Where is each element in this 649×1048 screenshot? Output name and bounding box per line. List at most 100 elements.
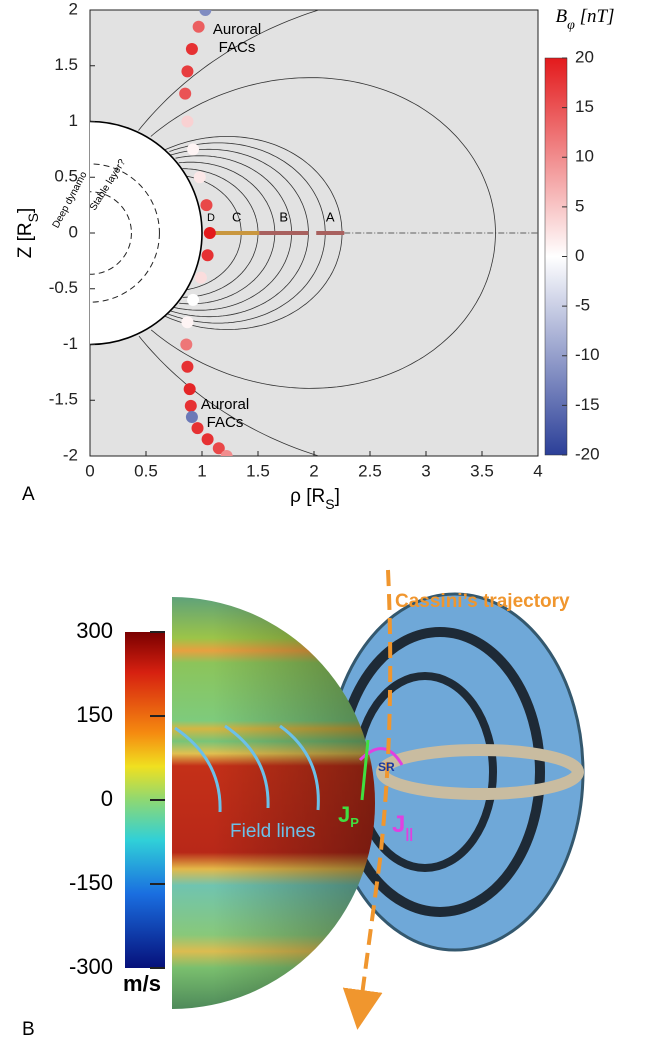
panel-label: A (22, 484, 35, 505)
x-tick-label: 0 (85, 461, 94, 480)
trajectory-point (181, 115, 194, 128)
colorbar-unit: m/s (123, 971, 161, 996)
field-lines (174, 724, 320, 813)
trajectory-point (212, 442, 225, 455)
trajectory (342, 569, 393, 1030)
text-main: B (556, 6, 568, 27)
y-tick-label: -2 (63, 445, 78, 464)
ring-region (259, 231, 309, 235)
region-label: A (326, 209, 335, 224)
y-tick-label: 2 (69, 0, 78, 18)
colorbar-tick-label: 300 (76, 618, 113, 643)
colorbar-tick-label: 0 (101, 786, 113, 811)
y-tick-label: 0.5 (54, 167, 78, 186)
panel-label: B (22, 1019, 35, 1040)
panel-b: 300 150 0 -150 -300 m/s Cassini’s trajectory Fi… (0, 569, 585, 1040)
current-label: JP (338, 802, 359, 830)
text-main: Z [R (15, 222, 36, 258)
current-label: J|| (392, 811, 413, 840)
text-end: ] (335, 486, 340, 507)
text-main: J (392, 811, 405, 838)
trajectory-point (191, 422, 204, 435)
trajectory-point (192, 20, 205, 33)
dynamo-boundary (90, 191, 132, 275)
ring-region (214, 231, 260, 235)
trajectory-point (185, 410, 198, 423)
colorbar-tick-label: -300 (69, 954, 113, 979)
trajectory-point (201, 433, 214, 446)
trajectory-point (181, 360, 194, 373)
trajectory-point (183, 383, 196, 396)
current-loop (358, 747, 404, 766)
text-main: J (338, 802, 350, 827)
colorbar-tick-label: -10 (575, 345, 600, 364)
trajectory-point (201, 249, 214, 262)
region-label: B (279, 209, 288, 224)
trajectory-point (200, 199, 213, 212)
trajectory-point (187, 143, 200, 156)
text-sub: S (325, 496, 334, 512)
y-tick-label: 1 (69, 111, 78, 130)
text-sub: || (405, 825, 413, 841)
text-end: [nT] (575, 6, 615, 27)
trajectory-point (181, 316, 194, 329)
colorbar-title: Bφ [nT] (556, 6, 615, 32)
annotation: Auroral (201, 396, 249, 413)
y-tick-label: 0 (69, 222, 78, 241)
text-sub: P (350, 815, 359, 830)
y-tick-label: -0.5 (49, 278, 78, 297)
x-tick-label: 0.5 (134, 461, 158, 480)
trajectory-point (203, 227, 216, 239)
colorbar-tick-label: -20 (575, 444, 600, 463)
x-tick-label: 3 (421, 461, 430, 480)
current-loop (360, 739, 370, 801)
sr-label: SR (378, 760, 395, 774)
annotation: FACs (207, 414, 244, 431)
x-tick-label: 1.5 (246, 461, 270, 480)
text-main: ρ [R (290, 486, 325, 507)
trajectory-point (184, 399, 197, 412)
trajectory-label: Cassini’s trajectory (395, 591, 570, 612)
y-axis-label: Z [RS] (15, 208, 41, 259)
planet (90, 120, 203, 346)
x-axis-label: ρ [RS] (290, 486, 340, 512)
text-end: ] (15, 208, 36, 213)
x-tick-label: 4 (533, 461, 542, 480)
y-tick-label: 1.5 (54, 55, 78, 74)
colorbar-tick-label: 15 (575, 97, 594, 116)
x-tick-label: 1 (197, 461, 206, 480)
trajectory-point (181, 65, 194, 78)
y-tick-label: -1 (63, 334, 78, 353)
dynamo-boundary (90, 163, 160, 303)
text-sub: φ (567, 18, 575, 33)
annotation: Auroral (213, 21, 261, 38)
text-sub: S (25, 213, 41, 222)
x-tick-label: 2.5 (358, 461, 382, 480)
colorbar-tick-label: 20 (575, 47, 594, 66)
field-lines-label: Field lines (230, 821, 316, 842)
colorbar-tick-label: 5 (575, 196, 584, 215)
colorbar-tick-label: -150 (69, 870, 113, 895)
trajectory-point (220, 450, 233, 456)
trajectory-point (194, 271, 207, 284)
ring-region (316, 231, 345, 235)
y-tick-label: -1.5 (49, 390, 78, 409)
trajectory-point (185, 43, 198, 56)
colorbar-tick-label: -15 (575, 395, 600, 414)
trajectory-point (199, 10, 212, 16)
colorbar-tick-label: -5 (575, 296, 590, 315)
colorbar-tick-label: 10 (575, 147, 594, 166)
trajectory-point (187, 293, 200, 306)
annotation: FACs (219, 39, 256, 56)
region-label: C (232, 209, 241, 224)
trajectory-point (179, 87, 192, 100)
x-tick-label: 2 (309, 461, 318, 480)
region-label: D (207, 212, 215, 224)
colorbar-tick-label: 0 (575, 246, 584, 265)
trajectory-point (180, 338, 193, 351)
ring-plane (376, 744, 584, 800)
x-tick-label: 3.5 (470, 461, 494, 480)
